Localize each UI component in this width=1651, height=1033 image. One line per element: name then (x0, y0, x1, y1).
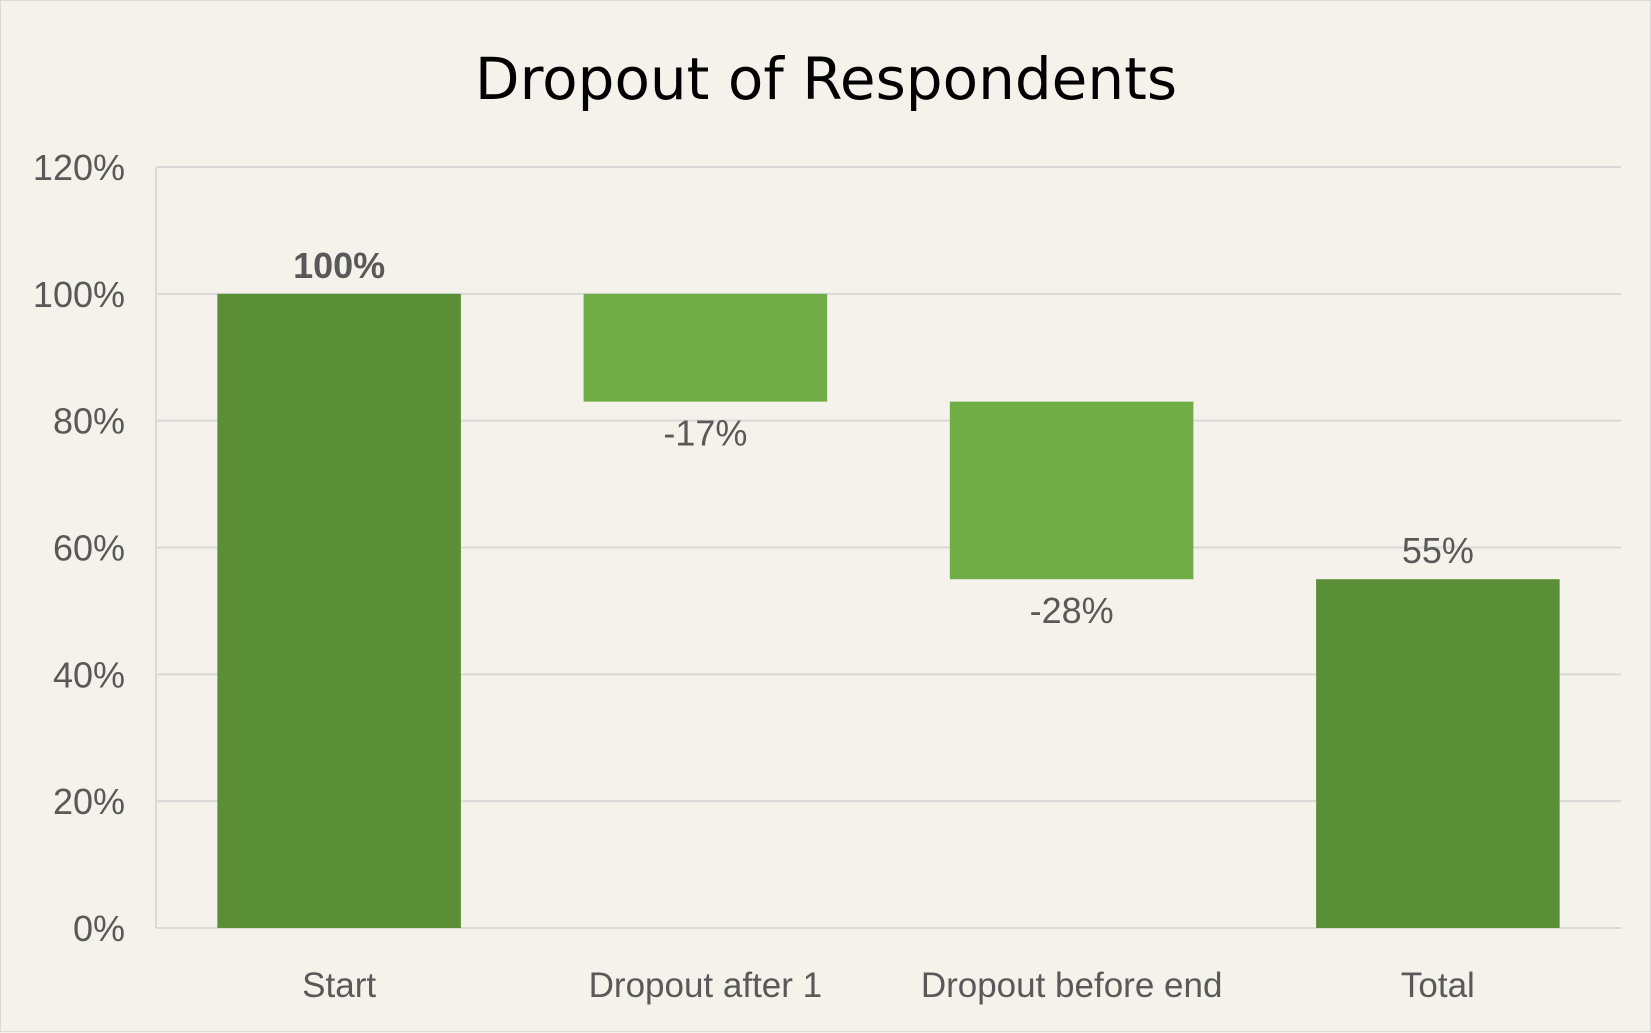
bar-dropout-after-1 (583, 293, 828, 402)
bar-start (217, 293, 461, 928)
bar-total (1316, 579, 1560, 928)
data-label: 100% (293, 245, 385, 286)
bars (217, 293, 1560, 928)
x-category-label: Total (1401, 966, 1475, 1005)
y-axis-tick-labels: 0% 20% 40% 60% 80% 100% 120% (33, 147, 125, 949)
y-tick-label: 100% (33, 274, 125, 315)
chart-title: Dropout of Respondents (475, 45, 1177, 113)
y-tick-label: 20% (53, 781, 125, 822)
y-tick-label: 0% (73, 908, 125, 949)
x-category-label: Dropout before end (921, 966, 1223, 1005)
bar-dropout-before-end (949, 401, 1194, 580)
y-tick-label: 60% (53, 528, 125, 569)
x-axis-category-labels: Start Dropout after 1 Dropout before end To… (302, 966, 1475, 1005)
data-label: -17% (663, 413, 747, 454)
y-tick-label: 120% (33, 147, 125, 188)
data-labels: 100% -17% -28% 55% (293, 245, 1474, 631)
data-label: 55% (1402, 530, 1474, 571)
x-category-label: Dropout after 1 (589, 966, 822, 1005)
data-label: -28% (1030, 590, 1114, 631)
y-tick-label: 40% (53, 654, 125, 695)
x-category-label: Start (302, 966, 376, 1005)
y-tick-label: 80% (53, 401, 125, 442)
